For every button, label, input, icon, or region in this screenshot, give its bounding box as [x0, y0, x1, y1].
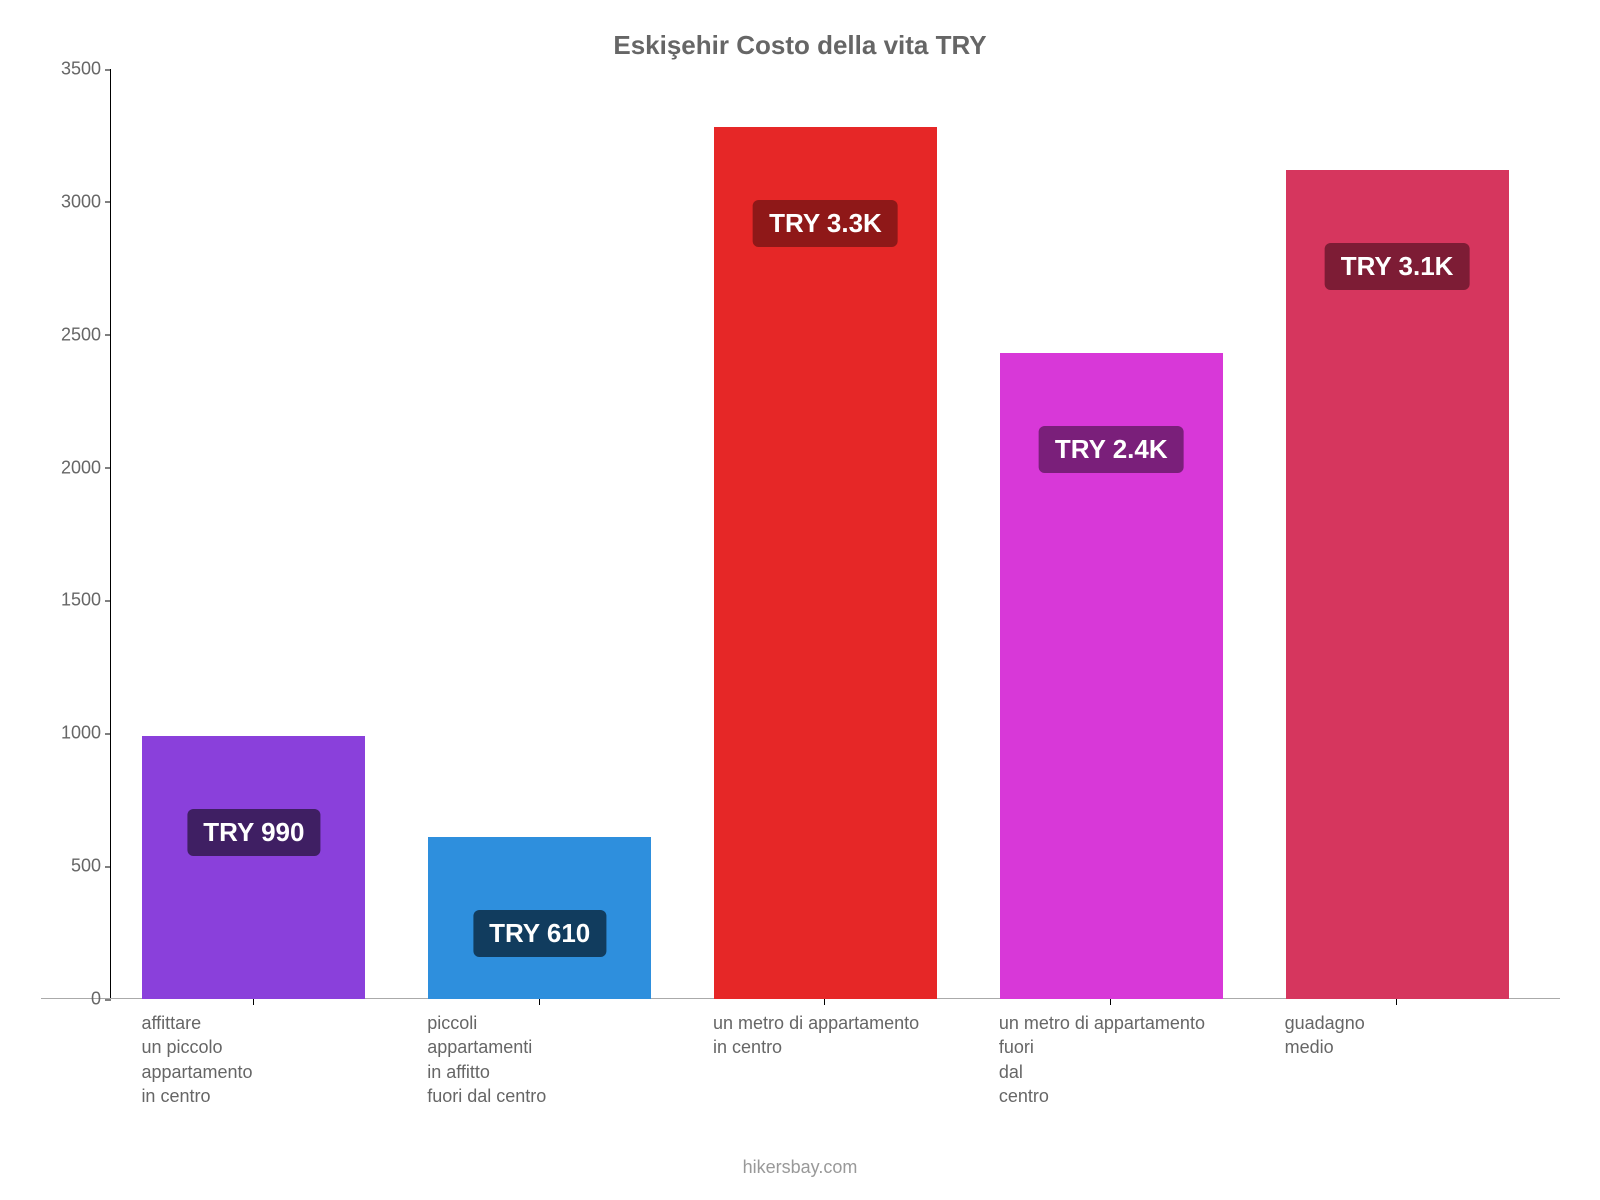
- value-badge: TRY 610: [473, 910, 606, 957]
- x-tick-label: un metro di appartamento in centro: [713, 1011, 976, 1060]
- y-tick: 2500: [41, 324, 101, 345]
- bar-slot: TRY 3.3K: [683, 69, 969, 999]
- bar-slot: TRY 610: [397, 69, 683, 999]
- y-tick: 1000: [41, 723, 101, 744]
- bar: [714, 127, 937, 999]
- y-tick: 2000: [41, 457, 101, 478]
- value-badge: TRY 990: [187, 809, 320, 856]
- bars-layer: TRY 990 TRY 610 TRY 3.3K TRY 2.4K TRY 3.1K: [111, 69, 1540, 999]
- bar-slot: TRY 990: [111, 69, 397, 999]
- bar: [1286, 170, 1509, 999]
- bar: [142, 736, 365, 999]
- value-badge: TRY 3.3K: [753, 200, 898, 247]
- bar-slot: TRY 3.1K: [1254, 69, 1540, 999]
- chart-title: Eskişehir Costo della vita TRY: [40, 30, 1560, 61]
- value-badge: TRY 2.4K: [1039, 426, 1184, 473]
- chart-plot-area: TRY 990TRY 610TRY 3.3KTRY 2.4KTRY 3.1K 0…: [110, 69, 1540, 999]
- y-tick: 3000: [41, 191, 101, 212]
- y-tick: 500: [41, 856, 101, 877]
- chart-container: Eskişehir Costo della vita TRY TRY 990TR…: [0, 0, 1600, 1200]
- x-axis-labels: affittare un piccolo appartamento in cen…: [110, 999, 1540, 1149]
- y-tick: 1500: [41, 590, 101, 611]
- footer-credit: hikersbay.com: [0, 1157, 1600, 1178]
- y-tick: 0: [41, 989, 101, 1010]
- x-tick-label: piccoli appartamenti in affitto fuori da…: [427, 1011, 690, 1108]
- bar-slot: TRY 2.4K: [968, 69, 1254, 999]
- x-tick-label: un metro di appartamento fuori dal centr…: [999, 1011, 1262, 1108]
- y-tick: 3500: [41, 59, 101, 80]
- x-tick-label: affittare un piccolo appartamento in cen…: [141, 1011, 404, 1108]
- x-tick-label: guadagno medio: [1285, 1011, 1548, 1060]
- value-badge: TRY 3.1K: [1325, 243, 1470, 290]
